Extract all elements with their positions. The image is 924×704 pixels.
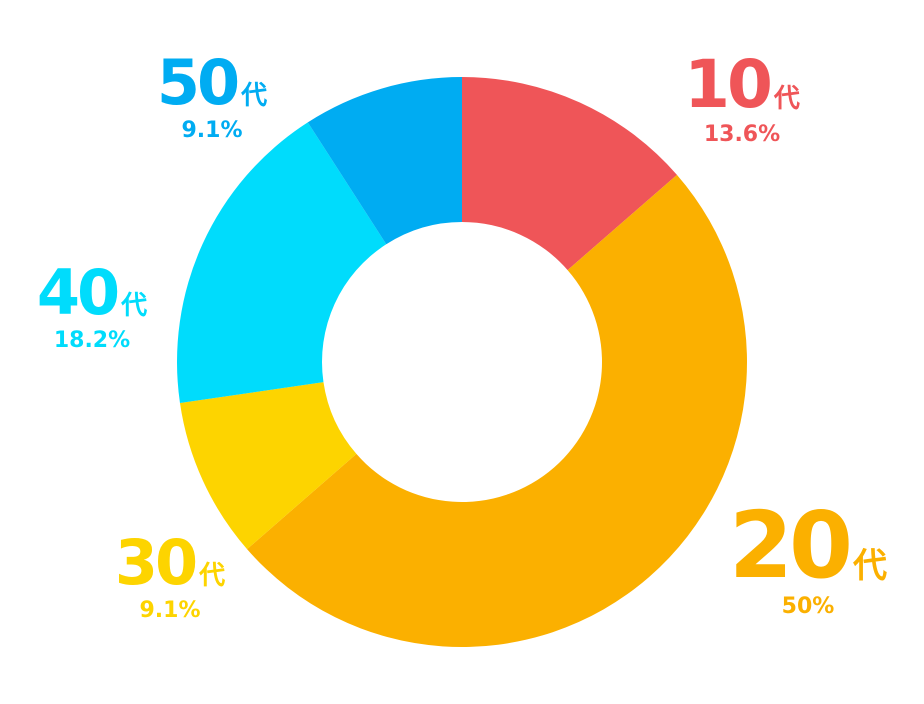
label-30s-value: 30 [114, 526, 198, 599]
label-10s-suffix: 代 [773, 84, 800, 114]
label-20s-suffix: 代 [853, 546, 888, 586]
slice-10 [462, 77, 677, 271]
label-30s: 30 代 9.1% [100, 532, 240, 622]
label-20s: 20 代 50% [718, 500, 898, 618]
slice-50 [307, 77, 462, 245]
label-10s-value: 10 [684, 46, 773, 123]
label-50s-percent: 9.1% [181, 118, 243, 143]
slice-30 [179, 382, 357, 550]
label-20s-percent: 50% [781, 594, 835, 619]
label-40s: 40 代 18.2% [22, 262, 162, 352]
slice-20 [247, 174, 747, 648]
label-10s: 10 代 13.6% [672, 52, 812, 146]
slice-40 [177, 122, 387, 404]
label-20s-value: 20 [728, 492, 853, 599]
label-50s: 50 代 9.1% [142, 52, 282, 142]
label-10s-percent: 13.6% [703, 122, 781, 147]
label-50s-value: 50 [156, 46, 240, 119]
label-50s-suffix: 代 [241, 81, 268, 111]
label-40s-suffix: 代 [121, 291, 148, 321]
label-40s-percent: 18.2% [53, 328, 131, 353]
label-30s-suffix: 代 [199, 561, 226, 591]
label-30s-percent: 9.1% [139, 598, 201, 623]
label-40s-value: 40 [36, 256, 120, 329]
